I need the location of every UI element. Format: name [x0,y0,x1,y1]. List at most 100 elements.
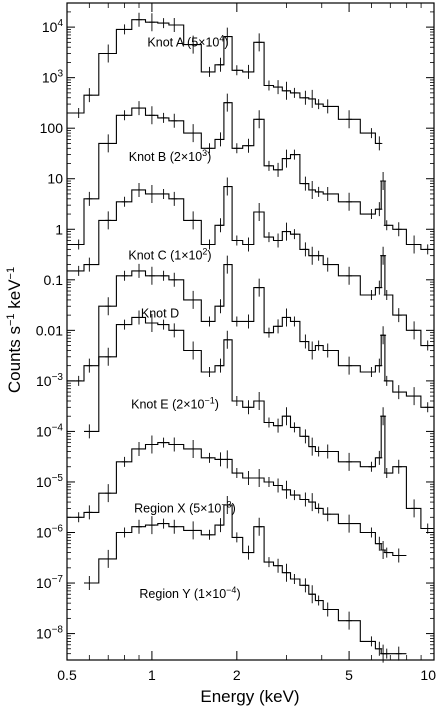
model-line-4 [84,316,434,530]
data-point [217,452,224,467]
data-point [383,375,390,386]
y-tick-label: 10−7 [36,574,63,591]
data-point [324,186,331,201]
data-point [376,450,383,465]
series-5 [67,435,407,563]
data-point [380,326,387,345]
data-point [233,395,240,406]
data-point [245,545,252,560]
data-point [233,532,240,543]
data-point [346,514,353,533]
data-point [315,99,322,110]
plot-frame [66,2,435,661]
data-point [86,191,93,206]
data-point [411,387,418,406]
data-point [302,176,309,191]
data-point [291,574,298,585]
y-tick-label: 10−6 [36,523,63,540]
data-point [283,149,290,168]
data-point [206,366,213,377]
data-point [256,202,263,221]
data-point [190,124,197,143]
data-point [233,235,240,246]
data-point [121,319,128,330]
data-point [256,278,263,297]
y-axis-label: Counts s−1 keV−1 [5,267,24,393]
data-point [217,57,224,72]
data-point [217,518,224,533]
data-point [411,321,418,340]
data-point [346,611,353,630]
data-point [324,444,331,459]
y-tick-label: 10−8 [36,625,63,642]
data-point [283,480,290,499]
data-point [395,548,402,563]
data-point [315,186,322,197]
data-point [224,177,231,196]
data-point [324,99,331,114]
data-point [380,246,387,265]
data-point [190,211,197,230]
data-point [383,220,390,231]
series-label: Knot C (1×102) [128,247,211,263]
data-point [411,499,418,518]
data-point [395,459,402,474]
labels-layer: 104 103 100 10 1 0.1 0.01 10−3 10−4 10−5 10−6 10−7 1… [36,18,436,683]
x-tick-label: 1 [148,667,156,683]
data-point [424,402,431,413]
data-point [424,340,431,351]
data-point [171,191,178,206]
data-point [309,180,316,199]
data-point [265,417,272,428]
data-point [86,424,93,439]
data-point [283,81,290,100]
data-point [383,648,390,659]
data-point [136,310,143,325]
data-point [275,478,282,493]
data-point [233,65,240,76]
series-label: Region X (5×10−3) [134,499,236,515]
x-axis-label: Energy (keV) [200,687,299,706]
data-point [206,452,213,463]
data-point [380,541,387,560]
data-point [206,143,213,154]
data-point [275,558,282,573]
data-point [245,138,252,153]
data-point [160,270,167,281]
data-point [309,341,316,360]
data-point [265,80,272,91]
data-point [224,496,231,515]
data-point [302,578,309,593]
series-0 [67,12,383,151]
data-point [86,576,93,591]
series-label: Knot D [141,307,179,321]
data-point [368,527,375,538]
data-point [217,132,224,147]
data-point [86,358,93,373]
data-point [190,35,197,54]
series-label: Region Y (1×10−4) [139,585,240,601]
data-point [136,182,143,197]
data-point [383,547,390,558]
data-point [217,358,224,373]
data-point [315,250,322,261]
data-point [395,385,402,400]
series-layer [67,12,434,663]
data-point [283,407,290,426]
data-point [376,202,383,217]
data-point [148,435,155,454]
data-point [86,88,93,103]
data-point [291,316,298,327]
x-tick-label: 10 [420,667,436,683]
data-point [148,266,155,285]
data-point [105,297,112,316]
data-point [75,107,82,118]
x-tick-label: 5 [345,667,353,683]
y-tick-label: 10−4 [36,422,63,439]
data-point [256,517,263,536]
data-point [136,263,143,278]
data-point [86,257,93,272]
data-point [376,358,383,373]
data-point [121,527,128,538]
